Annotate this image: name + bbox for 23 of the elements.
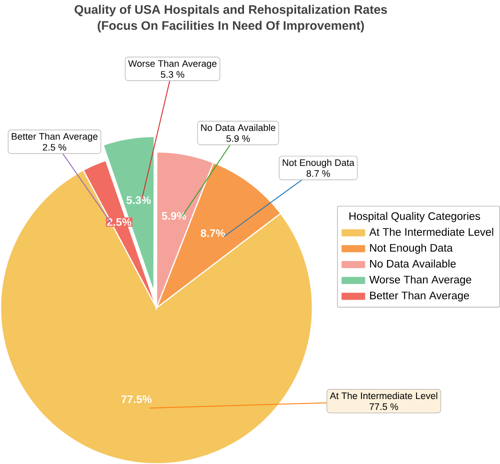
text: 5.3 % (160, 70, 184, 78)
legend-label: At The Intermediate Level (369, 228, 494, 236)
text: At The Intermediate Level (330, 392, 438, 399)
data-label: 77.5% (122, 395, 152, 403)
legend-title: Hospital Quality Categories (349, 212, 480, 222)
text: Not Enough Data (282, 158, 354, 168)
legend-label: Better Than Average (370, 291, 470, 302)
text: Better Than Average (12, 132, 98, 142)
legend-label: No Data Available (370, 259, 456, 268)
text: 8.7 % (306, 170, 330, 177)
text: 77.5 % (370, 403, 398, 410)
data-label: 2.5% (107, 218, 132, 226)
chart-subtitle: (Focus On Facilities In Need Of Improvement) (98, 20, 364, 32)
legend-label: Worse Than Average (369, 275, 472, 286)
chart-title: Quality of USA Hospitals and Rehospitalization Rates (74, 4, 387, 16)
legend-label: Not Enough Data (370, 244, 453, 254)
text: Worse Than Average (128, 60, 217, 69)
text: No Data Available (201, 124, 276, 131)
data-label: 5.9% (162, 212, 186, 220)
data-label: 5.3% (126, 196, 151, 204)
data-label: 8.7% (200, 229, 225, 237)
text: 5.9 % (226, 135, 250, 142)
text: 2.5 % (42, 144, 66, 150)
